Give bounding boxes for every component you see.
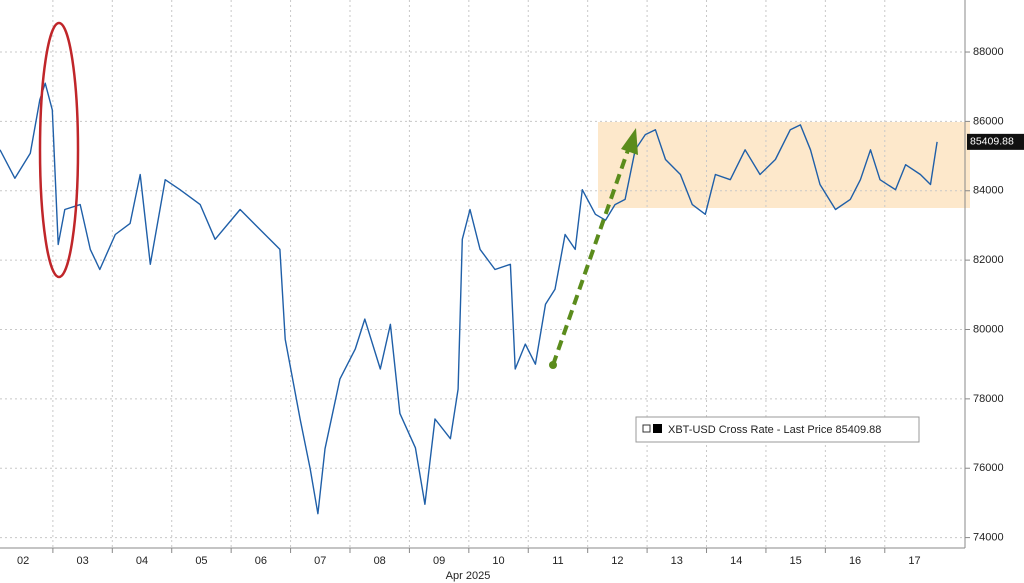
legend-label: XBT-USD Cross Rate - Last Price 85409.88: [668, 424, 881, 436]
arrow-head: [621, 128, 638, 155]
x-tick-label: 17: [908, 555, 920, 567]
x-tick-label: 14: [730, 555, 742, 567]
x-tick-label: 12: [611, 555, 623, 567]
legend-icon: [642, 424, 651, 433]
y-tick-label: 84000: [973, 185, 1004, 197]
y-tick-label: 86000: [973, 115, 1004, 127]
grid: [0, 0, 965, 548]
x-tick-label: 03: [76, 555, 88, 567]
highlight-ellipse: [38, 21, 80, 279]
y-tick-label: 76000: [973, 462, 1004, 474]
y-tick-label: 80000: [973, 323, 1004, 335]
trend-arrow: [551, 149, 630, 366]
x-tick-label: 08: [374, 555, 386, 567]
x-tick-label: 13: [671, 555, 683, 567]
y-tick-label: 82000: [973, 254, 1004, 266]
arrow-start: [549, 361, 557, 369]
x-tick-label: 02: [17, 555, 29, 567]
x-axis-label: Apr 2025: [446, 570, 491, 582]
x-tick-label: 15: [790, 555, 802, 567]
x-tick-label: 06: [255, 555, 267, 567]
legend-swatch: [653, 424, 662, 433]
price-line: [0, 82, 938, 515]
last-price-label: 85409.88: [970, 136, 1014, 148]
y-tick-label: 74000: [973, 532, 1004, 544]
x-tick-label: 11: [552, 555, 563, 567]
last-price-tag: [967, 133, 1024, 150]
y-tick-label: 78000: [973, 393, 1004, 405]
x-tick-label: 10: [492, 555, 504, 567]
x-tick-label: 09: [433, 555, 445, 567]
plot: [0, 82, 938, 515]
x-tick-label: 16: [849, 555, 861, 567]
x-tick-label: 04: [136, 555, 148, 567]
legend: XBT-USD Cross Rate - Last Price 85409.88: [635, 416, 920, 443]
x-tick-label: 07: [314, 555, 326, 567]
x-tick-label: 05: [195, 555, 207, 567]
legend-box: [635, 416, 920, 443]
range-band: [598, 122, 970, 208]
y-tick-label: 88000: [973, 46, 1004, 58]
